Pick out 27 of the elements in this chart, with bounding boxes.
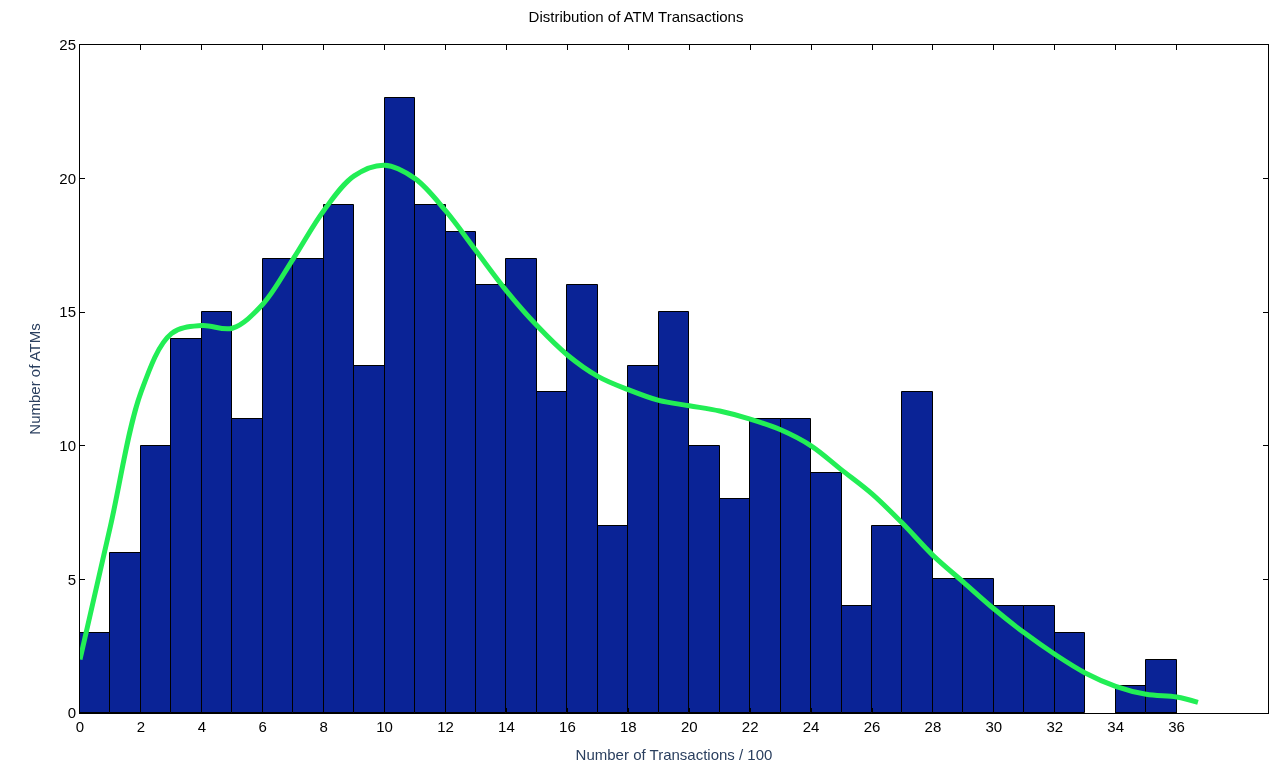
x-tick-label: 2 [136, 718, 146, 735]
y-tick-label: 20 [59, 169, 76, 187]
y-axis-title: Number of ATMs [25, 323, 43, 435]
x-tick-label: 6 [258, 718, 267, 735]
x-tick-label: 12 [437, 718, 454, 735]
x-tick-label: 16 [559, 718, 576, 735]
x-tick-label: 18 [619, 718, 637, 735]
x-tick-label: 26 [863, 718, 881, 735]
x-tick-label: 20 [680, 718, 698, 735]
x-tick-label: 4 [197, 718, 207, 735]
x-tick-label: 22 [741, 718, 759, 735]
x-tick-label: 30 [985, 718, 1003, 735]
x-tick-label: 14 [498, 718, 515, 735]
chart-title: Distribution of ATM Transactions [528, 8, 744, 26]
y-tick-label: 0 [67, 704, 76, 722]
x-tick-label: 10 [376, 718, 393, 735]
y-tick-label: 5 [67, 570, 76, 588]
x-tick-label: 28 [924, 718, 942, 735]
y-tick-label: 15 [59, 303, 76, 321]
y-tick-label: 10 [59, 437, 76, 455]
x-tick-label: 8 [319, 718, 328, 735]
x-tick-label: 32 [1046, 718, 1064, 735]
y-tick-label: 25 [59, 36, 76, 54]
x-tick-label: 36 [1168, 718, 1185, 735]
x-tick-label: 24 [802, 718, 820, 735]
x-tick-label: 34 [1107, 718, 1125, 735]
x-axis-title: Number of Transactions / 100 [575, 746, 773, 763]
